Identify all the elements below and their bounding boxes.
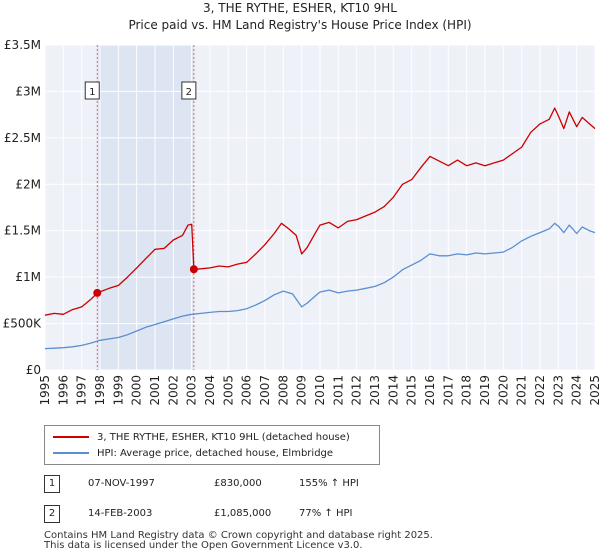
legend-item-property: 3, THE RYTHE, ESHER, KT10 9HL (detached … bbox=[53, 429, 350, 445]
x-tick-label: 2023 bbox=[551, 375, 565, 406]
legend-label: HPI: Average price, detached house, Elmb… bbox=[97, 447, 334, 459]
x-tick-label: 2009 bbox=[295, 375, 309, 406]
y-tick-label: £2M bbox=[15, 177, 41, 191]
transaction-row: 2 14-FEB-2003 £1,085,000 77% ↑ HPI bbox=[44, 505, 544, 525]
transaction-price: £1,085,000 bbox=[214, 508, 272, 519]
y-tick-label: £2.5M bbox=[4, 131, 41, 145]
x-tick-label: 2021 bbox=[515, 375, 529, 406]
x-tick-label: 1999 bbox=[111, 375, 125, 406]
transaction-date: 07-NOV-1997 bbox=[88, 478, 155, 489]
x-tick-label: 1996 bbox=[56, 375, 70, 406]
x-tick-label: 2025 bbox=[588, 375, 600, 406]
y-tick-label: £1.5M bbox=[4, 224, 41, 238]
legend-label: 3, THE RYTHE, ESHER, KT10 9HL (detached … bbox=[97, 431, 350, 443]
x-tick-label: 2024 bbox=[570, 375, 584, 406]
y-tick-label: £1M bbox=[15, 270, 41, 284]
transaction-number: 2 bbox=[44, 505, 60, 523]
price-chart: £0 £500K £1M £1.5M £2M £2.5M £3M £3.5M 1995 1996… bbox=[3, 38, 600, 406]
x-tick-label: 2007 bbox=[258, 375, 272, 406]
x-tick-label: 2011 bbox=[331, 375, 345, 406]
x-tick-label: 2002 bbox=[166, 375, 180, 406]
x-tick-label: 2020 bbox=[496, 375, 510, 406]
x-tick-label: 2004 bbox=[203, 375, 217, 406]
x-tick-label: 2014 bbox=[386, 375, 400, 406]
x-tick-label: 2005 bbox=[221, 375, 235, 406]
transaction-hpi: 77% ↑ HPI bbox=[299, 508, 353, 519]
series-lines bbox=[44, 107, 596, 350]
hpi-line bbox=[44, 222, 596, 350]
x-tick-label: 2018 bbox=[460, 375, 474, 406]
sale-point bbox=[93, 288, 102, 297]
annotation-label: 2 bbox=[186, 87, 192, 98]
legend-item-hpi: HPI: Average price, detached house, Elmb… bbox=[53, 445, 333, 461]
chart-subtitle: Price paid vs. HM Land Registry's House … bbox=[128, 18, 472, 32]
grid-lines bbox=[44, 44, 596, 371]
x-tick-label: 2016 bbox=[423, 375, 437, 406]
property-price-line bbox=[44, 107, 596, 316]
x-tick-label: 2000 bbox=[130, 375, 144, 406]
footer-line: Contains HM Land Registry data © Crown c… bbox=[44, 530, 433, 541]
footer: Contains HM Land Registry data © Crown c… bbox=[44, 531, 433, 551]
y-tick-label: £500K bbox=[3, 317, 43, 331]
transaction-hpi: 155% ↑ HPI bbox=[299, 478, 359, 489]
x-tick-label: 1997 bbox=[75, 375, 89, 406]
x-tick-label: 2019 bbox=[478, 375, 492, 406]
annotation-label: 1 bbox=[89, 87, 95, 98]
x-tick-label: 2013 bbox=[368, 375, 382, 406]
x-tick-label: 2003 bbox=[185, 375, 199, 406]
x-tick-label: 2006 bbox=[240, 375, 254, 406]
legend-swatch-blue bbox=[53, 452, 89, 454]
chart-title: 3, THE RYTHE, ESHER, KT10 9HL bbox=[203, 1, 397, 15]
transaction-number: 1 bbox=[44, 475, 60, 493]
y-tick-label: £3M bbox=[15, 84, 41, 98]
annotation-box bbox=[181, 81, 197, 100]
legend: 3, THE RYTHE, ESHER, KT10 9HL (detached … bbox=[44, 425, 380, 465]
y-tick-label: £3.5M bbox=[4, 38, 41, 52]
sale-point bbox=[189, 265, 198, 274]
x-tick-label: 2001 bbox=[148, 375, 162, 406]
x-tick-label: 2012 bbox=[350, 375, 364, 406]
x-tick-label: 2022 bbox=[533, 375, 547, 406]
x-tick-label: 2017 bbox=[441, 375, 455, 406]
y-tick-label: £0 bbox=[26, 363, 41, 377]
transaction-row: 1 07-NOV-1997 £830,000 155% ↑ HPI bbox=[44, 475, 544, 495]
footer-line: This data is licensed under the Open Gov… bbox=[44, 540, 363, 551]
ownership-band bbox=[97, 45, 194, 370]
x-tick-label: 2010 bbox=[313, 375, 327, 406]
x-tick-label: 1995 bbox=[38, 375, 52, 406]
legend-swatch-red bbox=[53, 436, 89, 438]
transaction-date: 14-FEB-2003 bbox=[88, 508, 153, 519]
x-tick-label: 2008 bbox=[276, 375, 290, 406]
x-tick-label: 2015 bbox=[405, 375, 419, 406]
y-axis-ticks: £0 £500K £1M £1.5M £2M £2.5M £3M £3.5M bbox=[3, 38, 43, 377]
transaction-price: £830,000 bbox=[214, 478, 262, 489]
x-axis-ticks: 1995 1996 1997 1998 1999 2000 2001 2002 2003 2004… bbox=[38, 375, 600, 406]
x-tick-label: 1998 bbox=[93, 375, 107, 406]
annotation-box bbox=[84, 81, 100, 100]
